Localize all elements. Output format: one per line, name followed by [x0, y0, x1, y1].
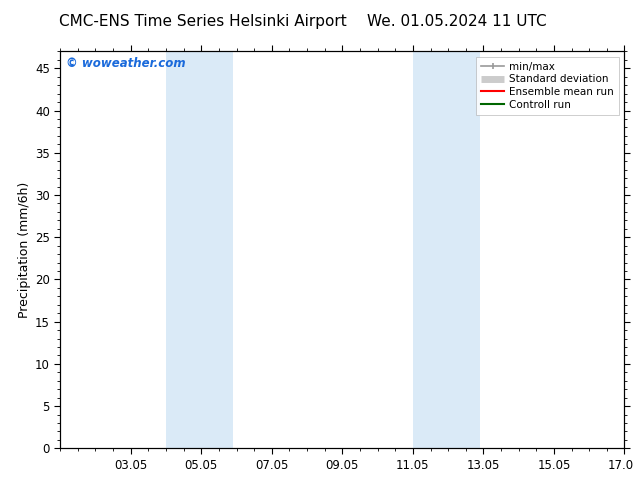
- Text: CMC-ENS Time Series Helsinki Airport: CMC-ENS Time Series Helsinki Airport: [59, 14, 347, 29]
- Legend: min/max, Standard deviation, Ensemble mean run, Controll run: min/max, Standard deviation, Ensemble me…: [476, 57, 619, 115]
- Text: We. 01.05.2024 11 UTC: We. 01.05.2024 11 UTC: [366, 14, 547, 29]
- Y-axis label: Precipitation (mm/6h): Precipitation (mm/6h): [18, 182, 31, 318]
- Text: © woweather.com: © woweather.com: [66, 57, 186, 71]
- Bar: [166, 51, 233, 448]
- Bar: [413, 51, 480, 448]
